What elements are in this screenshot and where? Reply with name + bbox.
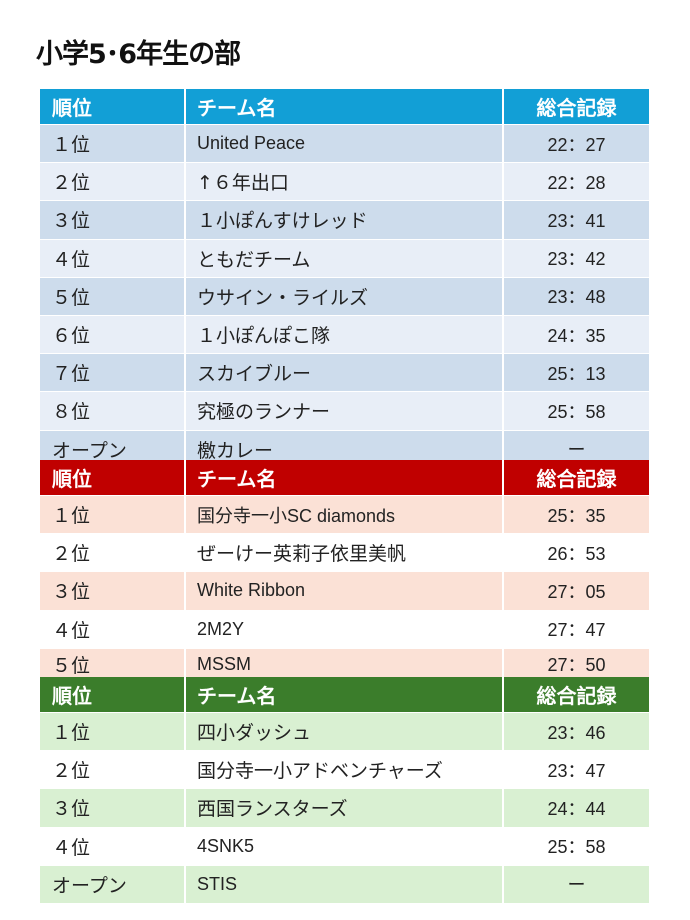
team-cell: MSSM <box>186 648 504 680</box>
team-cell: 2M2Y <box>186 610 504 648</box>
header-team: チーム名 <box>186 460 504 495</box>
team-cell: 4SNK5 <box>186 827 504 865</box>
rank-cell: ４位 <box>40 239 186 277</box>
header-record: 総合記録 <box>536 467 617 491</box>
record-cell: 27：50 <box>547 655 606 676</box>
table-row: オープン STIS ー <box>40 865 649 904</box>
team-cell: ぜーけー英莉子依里美帆 <box>186 534 504 572</box>
record-cell: 25：58 <box>547 837 606 858</box>
team-cell: 国分寺一小SC diamonds <box>186 496 504 534</box>
record-cell: 27：05 <box>547 581 606 602</box>
team-cell: 国分寺一小アドベンチャーズ <box>186 751 504 789</box>
table-row: １位 国分寺一小SC diamonds 25：35 <box>40 496 649 535</box>
record-cell: ー <box>567 440 586 461</box>
rank-cell: オープン <box>40 865 186 903</box>
table-row: ３位 西国ランスターズ 24：44 <box>40 789 649 828</box>
team-cell: 四小ダッシュ <box>186 713 504 751</box>
team-cell: White Ribbon <box>186 572 504 610</box>
results-table-2: 順位 チーム名 総合記録 １位 国分寺一小SC diamonds 25：35 ２… <box>40 460 649 681</box>
record-cell: ー <box>567 875 586 896</box>
record-cell: 27：47 <box>547 620 606 641</box>
team-cell: ↑６年出口 <box>186 163 504 201</box>
table-header: 順位 チーム名 総合記録 <box>40 89 649 125</box>
rank-cell: ３位 <box>40 572 186 610</box>
record-cell: 22：28 <box>547 172 606 193</box>
rank-cell: １位 <box>40 496 186 534</box>
table-row: ５位 ウサイン・ライルズ 23：48 <box>40 277 649 316</box>
record-cell: 25：13 <box>547 363 606 384</box>
rank-cell: ３位 <box>40 201 186 239</box>
table-row: ６位 １小ぽんぽこ隊 24：35 <box>40 315 649 355</box>
header-record: 総合記録 <box>536 684 617 708</box>
header-team: チーム名 <box>186 89 504 124</box>
header-team: チーム名 <box>186 677 504 712</box>
rank-cell: ２位 <box>40 163 186 201</box>
table-row: ５位 MSSM 27：50 <box>40 648 649 681</box>
table-row: １位 四小ダッシュ 23：46 <box>40 713 649 752</box>
team-cell: United Peace <box>186 125 504 163</box>
team-cell: 究極のランナー <box>186 392 504 430</box>
record-cell: 24：35 <box>547 325 606 346</box>
page-title: 小学5･6年生の部 <box>36 39 241 70</box>
team-cell: １小ぽんすけレッド <box>186 201 504 239</box>
rank-cell: ４位 <box>40 827 186 865</box>
results-table-1: 順位 チーム名 総合記録 １位 United Peace 22：27 ２位 ↑６… <box>40 89 649 469</box>
team-cell: ともだチーム <box>186 239 504 277</box>
rank-cell: ２位 <box>40 534 186 572</box>
header-rank: 順位 <box>40 460 186 495</box>
table-row: ２位 ぜーけー英莉子依里美帆 26：53 <box>40 534 649 573</box>
team-cell: ウサイン・ライルズ <box>186 277 504 315</box>
rank-cell: １位 <box>40 713 186 751</box>
record-cell: 25：58 <box>547 401 606 422</box>
record-cell: 24：44 <box>547 798 606 819</box>
rank-cell: ５位 <box>40 277 186 315</box>
table-header: 順位 チーム名 総合記録 <box>40 460 649 496</box>
team-cell: 西国ランスターズ <box>186 789 504 827</box>
record-cell: 23：46 <box>547 722 606 743</box>
record-cell: 23：47 <box>547 760 606 781</box>
team-cell: １小ぽんぽこ隊 <box>186 315 504 354</box>
rank-cell: ２位 <box>40 751 186 789</box>
table-row: ２位 国分寺一小アドベンチャーズ 23：47 <box>40 751 649 790</box>
table-row: ４位 4SNK5 25：58 <box>40 827 649 866</box>
table-row: ４位 ともだチーム 23：42 <box>40 239 649 278</box>
table-row: １位 United Peace 22：27 <box>40 125 649 164</box>
header-record: 総合記録 <box>536 96 617 120</box>
table-header: 順位 チーム名 総合記録 <box>40 677 649 713</box>
team-cell: STIS <box>186 865 504 903</box>
record-cell: 22：27 <box>547 134 606 155</box>
rank-cell: ７位 <box>40 354 186 392</box>
header-rank: 順位 <box>40 89 186 124</box>
record-cell: 26：53 <box>547 543 606 564</box>
rank-cell: オープン <box>40 430 186 468</box>
table-row: ４位 2M2Y 27：47 <box>40 610 649 649</box>
results-table-3: 順位 チーム名 総合記録 １位 四小ダッシュ 23：46 ２位 国分寺一小アドベ… <box>40 677 649 904</box>
table-row: ７位 スカイブルー 25：13 <box>40 354 649 393</box>
record-cell: 23：41 <box>547 210 606 231</box>
rank-cell: ６位 <box>40 315 186 354</box>
rank-cell: １位 <box>40 125 186 163</box>
record-cell: 25：35 <box>547 505 606 526</box>
rank-cell: ３位 <box>40 789 186 827</box>
rank-cell: ５位 <box>40 648 186 680</box>
rank-cell: ８位 <box>40 392 186 430</box>
table-row: ８位 究極のランナー 25：58 <box>40 392 649 431</box>
header-rank: 順位 <box>40 677 186 712</box>
record-cell: 23：48 <box>547 287 606 308</box>
record-cell: 23：42 <box>547 249 606 270</box>
team-cell: 檄カレー <box>186 430 504 468</box>
table-row: ３位 １小ぽんすけレッド 23：41 <box>40 201 649 240</box>
rank-cell: ４位 <box>40 610 186 648</box>
team-cell: スカイブルー <box>186 354 504 392</box>
table-row: ２位 ↑６年出口 22：28 <box>40 163 649 202</box>
table-row: ３位 White Ribbon 27：05 <box>40 572 649 611</box>
